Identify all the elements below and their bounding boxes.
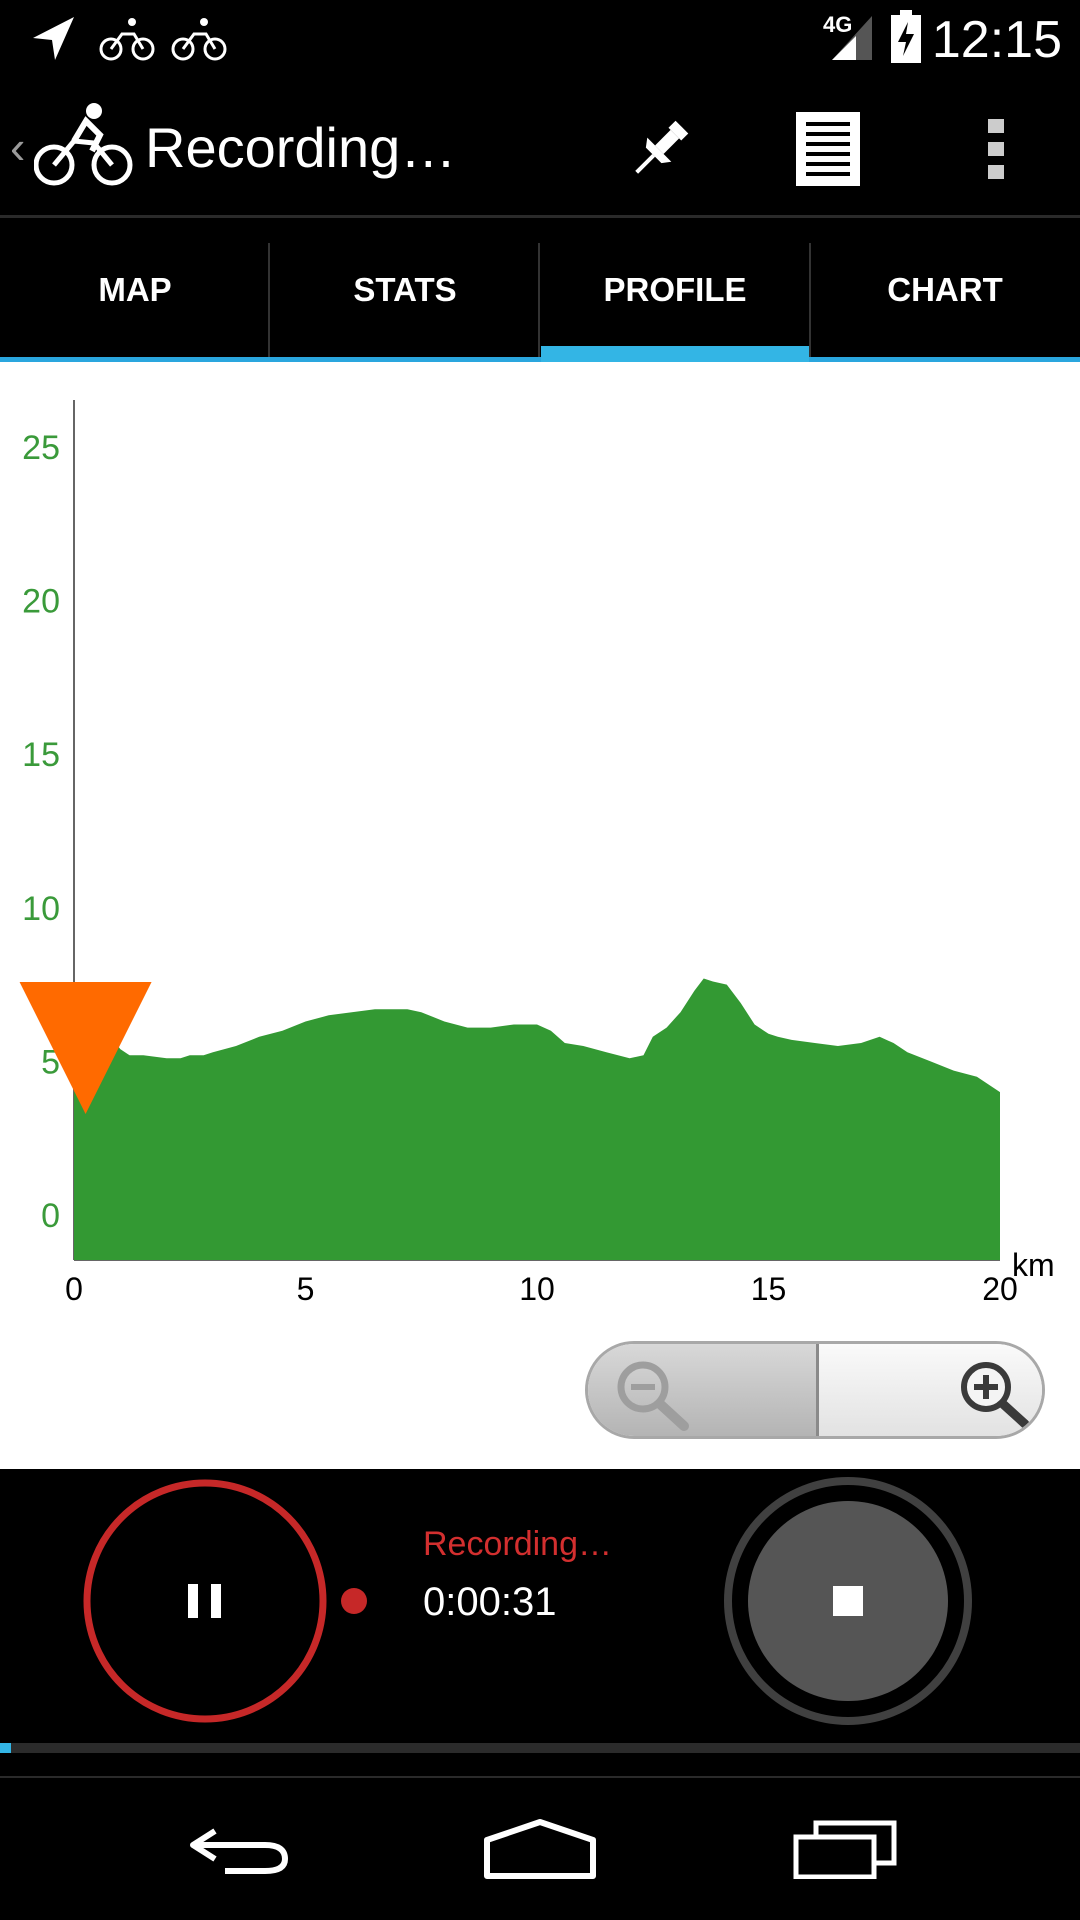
tab-map[interactable]: MAP xyxy=(98,271,172,308)
control-graphics xyxy=(83,1477,972,1725)
recording-status-label: Recording… xyxy=(423,1525,612,1563)
list-icon xyxy=(796,112,860,186)
zoom-out-icon xyxy=(617,1361,689,1431)
tab-divider xyxy=(268,243,270,358)
home-icon xyxy=(484,1819,596,1879)
stop-icon xyxy=(833,1586,863,1616)
recording-indicator-dot xyxy=(341,1588,367,1614)
tab-bar: MAP STATS PROFILE CHART xyxy=(0,218,1080,362)
navigation-bar xyxy=(0,1776,1080,1920)
pause-button[interactable] xyxy=(83,1479,327,1723)
tab-stats[interactable]: STATS xyxy=(353,271,457,308)
cyclist-icon[interactable] xyxy=(34,101,134,191)
battery-charging-icon xyxy=(891,10,921,63)
pause-icon xyxy=(188,1584,221,1618)
x-tick-label: 10 xyxy=(519,1271,555,1307)
stop-button[interactable] xyxy=(724,1477,972,1725)
x-tick-label: 15 xyxy=(751,1271,787,1307)
pin-icon xyxy=(635,120,689,174)
location-arrow-icon xyxy=(33,17,74,60)
back-icon xyxy=(190,1828,289,1874)
elevation-area xyxy=(74,978,1000,1260)
list-button[interactable] xyxy=(778,101,878,197)
x-tick-label: 20 xyxy=(982,1271,1018,1307)
tab-divider xyxy=(538,243,540,358)
bike-notification-icon xyxy=(171,18,227,61)
tab-divider xyxy=(809,243,811,358)
up-caret-icon[interactable]: ‹ xyxy=(10,121,26,173)
network-type-label: 4G xyxy=(823,12,853,37)
x-tick-label: 5 xyxy=(297,1271,315,1307)
bike-notification-icon xyxy=(99,18,155,61)
recent-apps-button[interactable] xyxy=(745,1778,945,1920)
zoom-in-button[interactable] xyxy=(819,1344,1042,1436)
y-tick-label: 25 xyxy=(22,429,60,467)
recording-progress-fill xyxy=(0,1743,11,1753)
home-button[interactable] xyxy=(440,1778,640,1920)
recording-control-panel xyxy=(0,1469,1080,1776)
back-button[interactable] xyxy=(140,1778,340,1920)
y-tick-label: 15 xyxy=(22,736,60,774)
page-title: Recording… xyxy=(145,116,457,179)
clock: 12:15 xyxy=(931,11,1062,69)
y-tick-label: 10 xyxy=(22,890,60,928)
zoom-out-button[interactable] xyxy=(588,1344,819,1436)
tab-profile[interactable]: PROFILE xyxy=(603,271,747,308)
recording-progress-bar xyxy=(0,1743,1080,1753)
y-tick-label: 0 xyxy=(41,1197,60,1235)
selected-tab-indicator xyxy=(541,346,809,362)
elevation-profile-chart[interactable]: 0 5 10 15 20 25 0 5 10 15 20 km xyxy=(0,362,1080,1469)
zoom-control xyxy=(585,1341,1045,1439)
action-bar: ‹ Recording… xyxy=(0,77,1080,218)
status-bar: 4G 12:15 xyxy=(0,0,1080,77)
tab-underline xyxy=(0,357,1080,362)
current-position-marker xyxy=(19,982,152,1114)
overflow-menu-icon xyxy=(988,119,1004,179)
recent-apps-icon xyxy=(793,1820,897,1879)
signal-icon xyxy=(832,16,872,60)
pin-button[interactable] xyxy=(610,101,710,197)
x-tick-label: 0 xyxy=(65,1271,83,1307)
elapsed-time: 0:00:31 xyxy=(423,1580,557,1624)
overflow-menu-button[interactable] xyxy=(946,101,1046,197)
tab-chart[interactable]: CHART xyxy=(887,271,1003,308)
zoom-in-icon xyxy=(961,1362,1030,1429)
x-axis-unit: km xyxy=(1012,1247,1055,1283)
y-tick-label: 20 xyxy=(22,583,60,621)
